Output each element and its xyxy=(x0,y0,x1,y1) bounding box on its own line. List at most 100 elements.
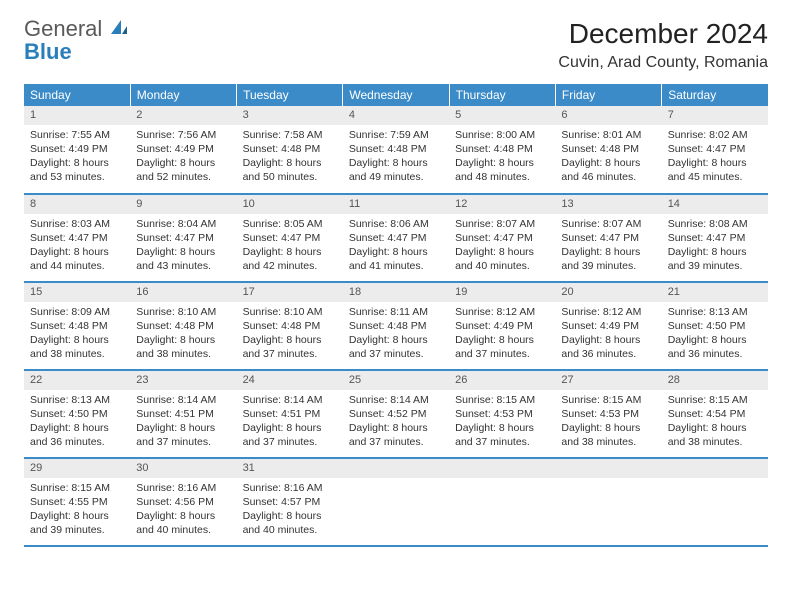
calendar-cell: 11Sunrise: 8:06 AMSunset: 4:47 PMDayligh… xyxy=(343,194,449,282)
daylight-line: Daylight: 8 hours and 38 minutes. xyxy=(30,333,124,361)
day-header-row: SundayMondayTuesdayWednesdayThursdayFrid… xyxy=(24,84,768,106)
daylight-line: Daylight: 8 hours and 40 minutes. xyxy=(243,509,337,537)
daylight-line: Daylight: 8 hours and 38 minutes. xyxy=(561,421,655,449)
cell-content: Sunrise: 8:15 AMSunset: 4:53 PMDaylight:… xyxy=(449,390,555,454)
sunset-line: Sunset: 4:47 PM xyxy=(455,231,549,245)
daylight-line: Daylight: 8 hours and 37 minutes. xyxy=(136,421,230,449)
calendar-row: 8Sunrise: 8:03 AMSunset: 4:47 PMDaylight… xyxy=(24,194,768,282)
cell-content: Sunrise: 8:07 AMSunset: 4:47 PMDaylight:… xyxy=(449,214,555,278)
daylight-line: Daylight: 8 hours and 38 minutes. xyxy=(668,421,762,449)
daylight-line: Daylight: 8 hours and 40 minutes. xyxy=(455,245,549,273)
sunrise-line: Sunrise: 8:14 AM xyxy=(136,393,230,407)
daylight-line: Daylight: 8 hours and 38 minutes. xyxy=(136,333,230,361)
day-header: Tuesday xyxy=(237,84,343,106)
daylight-line: Daylight: 8 hours and 36 minutes. xyxy=(561,333,655,361)
day-number: 21 xyxy=(662,283,768,302)
sunset-line: Sunset: 4:47 PM xyxy=(243,231,337,245)
sunrise-line: Sunrise: 8:10 AM xyxy=(136,305,230,319)
day-number: 28 xyxy=(662,371,768,390)
sunset-line: Sunset: 4:48 PM xyxy=(243,142,337,156)
calendar-cell: 16Sunrise: 8:10 AMSunset: 4:48 PMDayligh… xyxy=(130,282,236,370)
day-number: 24 xyxy=(237,371,343,390)
sunrise-line: Sunrise: 8:07 AM xyxy=(455,217,549,231)
sunset-line: Sunset: 4:47 PM xyxy=(668,142,762,156)
daylight-line: Daylight: 8 hours and 41 minutes. xyxy=(349,245,443,273)
sunrise-line: Sunrise: 8:07 AM xyxy=(561,217,655,231)
daylight-line: Daylight: 8 hours and 37 minutes. xyxy=(349,421,443,449)
sunrise-line: Sunrise: 7:59 AM xyxy=(349,128,443,142)
logo-sail-icon xyxy=(109,18,129,41)
sunrise-line: Sunrise: 8:12 AM xyxy=(455,305,549,319)
sunset-line: Sunset: 4:50 PM xyxy=(30,407,124,421)
sunrise-line: Sunrise: 7:58 AM xyxy=(243,128,337,142)
day-number: 13 xyxy=(555,195,661,214)
sunset-line: Sunset: 4:55 PM xyxy=(30,495,124,509)
sunset-line: Sunset: 4:51 PM xyxy=(136,407,230,421)
day-number: 20 xyxy=(555,283,661,302)
cell-content: Sunrise: 8:10 AMSunset: 4:48 PMDaylight:… xyxy=(130,302,236,366)
daylight-line: Daylight: 8 hours and 37 minutes. xyxy=(243,421,337,449)
day-number: 6 xyxy=(555,106,661,125)
calendar-cell: 4Sunrise: 7:59 AMSunset: 4:48 PMDaylight… xyxy=(343,106,449,194)
calendar-cell: 22Sunrise: 8:13 AMSunset: 4:50 PMDayligh… xyxy=(24,370,130,458)
day-number: 18 xyxy=(343,283,449,302)
day-number: 29 xyxy=(24,459,130,478)
day-header: Monday xyxy=(130,84,236,106)
cell-content: Sunrise: 8:15 AMSunset: 4:55 PMDaylight:… xyxy=(24,478,130,542)
sunset-line: Sunset: 4:52 PM xyxy=(349,407,443,421)
calendar-cell xyxy=(449,458,555,546)
sunset-line: Sunset: 4:54 PM xyxy=(668,407,762,421)
day-header: Sunday xyxy=(24,84,130,106)
day-header: Wednesday xyxy=(343,84,449,106)
cell-content: Sunrise: 7:56 AMSunset: 4:49 PMDaylight:… xyxy=(130,125,236,189)
day-number: 12 xyxy=(449,195,555,214)
calendar-cell xyxy=(662,458,768,546)
cell-content: Sunrise: 8:12 AMSunset: 4:49 PMDaylight:… xyxy=(555,302,661,366)
sunset-line: Sunset: 4:47 PM xyxy=(30,231,124,245)
sunrise-line: Sunrise: 8:12 AM xyxy=(561,305,655,319)
day-number: 31 xyxy=(237,459,343,478)
day-number: 30 xyxy=(130,459,236,478)
logo: General Blue xyxy=(24,18,129,64)
daylight-line: Daylight: 8 hours and 53 minutes. xyxy=(30,156,124,184)
day-number: 9 xyxy=(130,195,236,214)
sunrise-line: Sunrise: 8:15 AM xyxy=(668,393,762,407)
calendar-body: 1Sunrise: 7:55 AMSunset: 4:49 PMDaylight… xyxy=(24,106,768,546)
daylight-line: Daylight: 8 hours and 37 minutes. xyxy=(349,333,443,361)
sunset-line: Sunset: 4:48 PM xyxy=(455,142,549,156)
cell-content: Sunrise: 8:14 AMSunset: 4:51 PMDaylight:… xyxy=(130,390,236,454)
sunrise-line: Sunrise: 8:16 AM xyxy=(243,481,337,495)
cell-content: Sunrise: 8:02 AMSunset: 4:47 PMDaylight:… xyxy=(662,125,768,189)
calendar-cell: 25Sunrise: 8:14 AMSunset: 4:52 PMDayligh… xyxy=(343,370,449,458)
calendar-cell: 3Sunrise: 7:58 AMSunset: 4:48 PMDaylight… xyxy=(237,106,343,194)
calendar-row: 22Sunrise: 8:13 AMSunset: 4:50 PMDayligh… xyxy=(24,370,768,458)
day-number: 10 xyxy=(237,195,343,214)
calendar-cell: 29Sunrise: 8:15 AMSunset: 4:55 PMDayligh… xyxy=(24,458,130,546)
daylight-line: Daylight: 8 hours and 37 minutes. xyxy=(243,333,337,361)
day-number: 17 xyxy=(237,283,343,302)
calendar-row: 29Sunrise: 8:15 AMSunset: 4:55 PMDayligh… xyxy=(24,458,768,546)
empty-day xyxy=(555,459,661,478)
sunrise-line: Sunrise: 8:02 AM xyxy=(668,128,762,142)
cell-content: Sunrise: 8:04 AMSunset: 4:47 PMDaylight:… xyxy=(130,214,236,278)
sunset-line: Sunset: 4:48 PM xyxy=(349,319,443,333)
day-header: Friday xyxy=(555,84,661,106)
cell-content: Sunrise: 7:58 AMSunset: 4:48 PMDaylight:… xyxy=(237,125,343,189)
sunrise-line: Sunrise: 8:13 AM xyxy=(668,305,762,319)
logo-text-general: General xyxy=(24,16,102,41)
sunset-line: Sunset: 4:47 PM xyxy=(349,231,443,245)
sunset-line: Sunset: 4:49 PM xyxy=(455,319,549,333)
cell-content: Sunrise: 8:15 AMSunset: 4:54 PMDaylight:… xyxy=(662,390,768,454)
cell-content: Sunrise: 8:00 AMSunset: 4:48 PMDaylight:… xyxy=(449,125,555,189)
day-number: 19 xyxy=(449,283,555,302)
sunset-line: Sunset: 4:47 PM xyxy=(561,231,655,245)
empty-day xyxy=(662,459,768,478)
calendar-cell: 27Sunrise: 8:15 AMSunset: 4:53 PMDayligh… xyxy=(555,370,661,458)
daylight-line: Daylight: 8 hours and 44 minutes. xyxy=(30,245,124,273)
sunrise-line: Sunrise: 8:13 AM xyxy=(30,393,124,407)
sunrise-line: Sunrise: 8:09 AM xyxy=(30,305,124,319)
sunrise-line: Sunrise: 8:11 AM xyxy=(349,305,443,319)
sunset-line: Sunset: 4:49 PM xyxy=(561,319,655,333)
daylight-line: Daylight: 8 hours and 40 minutes. xyxy=(136,509,230,537)
sunset-line: Sunset: 4:48 PM xyxy=(243,319,337,333)
